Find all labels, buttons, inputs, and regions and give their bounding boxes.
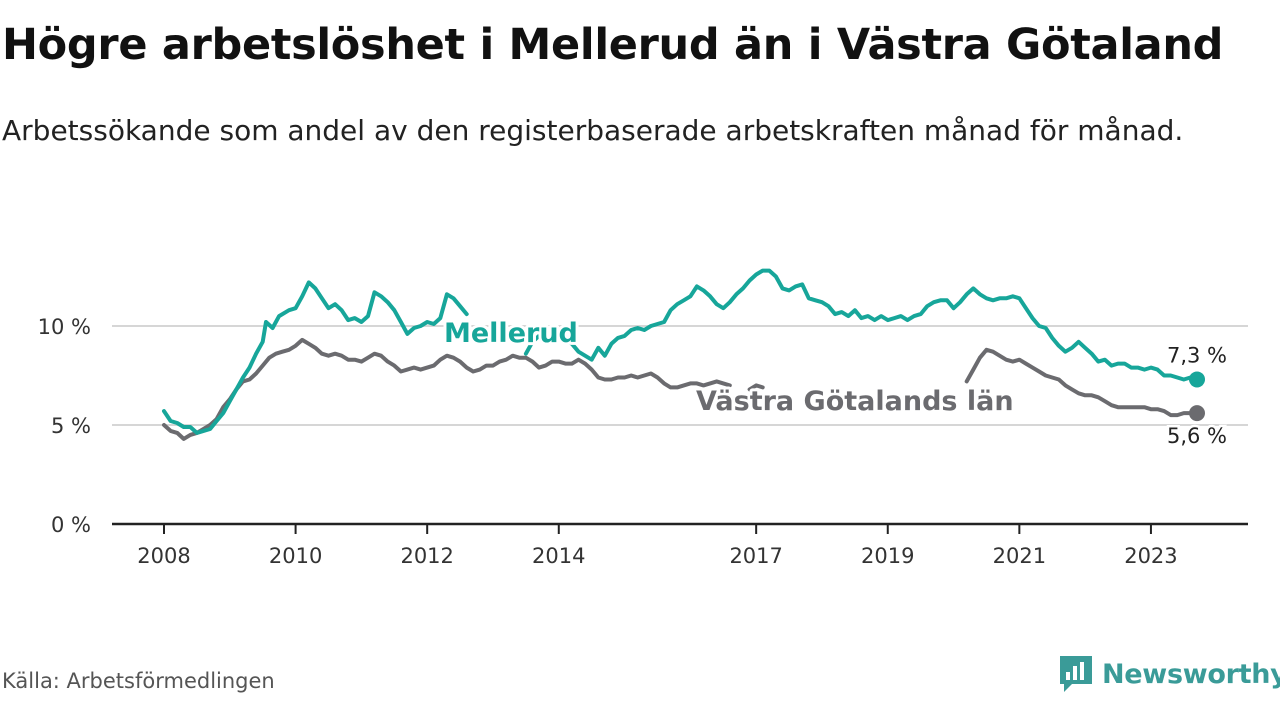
x-tick-label: 2008 — [137, 544, 190, 568]
brand-name: Newsworthy — [1102, 658, 1280, 690]
chart-title: Högre arbetslöshet i Mellerud än i Västr… — [2, 20, 1224, 70]
mellerud-line — [162, 268, 1199, 435]
y-tick-label: 10 % — [38, 315, 91, 339]
mellerud-end-point — [1189, 371, 1205, 388]
vg-end-point — [1189, 405, 1205, 422]
y-tick-label: 5 % — [51, 414, 91, 438]
newsworthy-logo: Newsworthy — [1058, 654, 1280, 694]
series-label-mellerud: Mellerud — [444, 318, 578, 349]
x-tick-label: 2010 — [269, 544, 322, 568]
vg-end-label: 5,6 % — [1167, 424, 1227, 448]
newsworthy-logo-icon — [1060, 656, 1092, 692]
x-tick-label: 2023 — [1124, 544, 1177, 568]
x-tick-label: 2017 — [729, 544, 782, 568]
series-label-vg: Västra Götalands län — [696, 386, 1014, 417]
x-tick-label: 2012 — [400, 544, 453, 568]
x-tick-label: 2021 — [993, 544, 1046, 568]
x-tick-label: 2019 — [861, 544, 914, 568]
vg-line — [162, 337, 1199, 441]
y-tick-label: 0 % — [51, 513, 91, 537]
chart-subtitle: Arbetssökande som andel av den registerb… — [2, 114, 1184, 147]
x-tick-label: 2014 — [532, 544, 585, 568]
mellerud-end-label: 7,3 % — [1167, 343, 1227, 367]
source-note: Källa: Arbetsförmedlingen — [2, 669, 275, 693]
